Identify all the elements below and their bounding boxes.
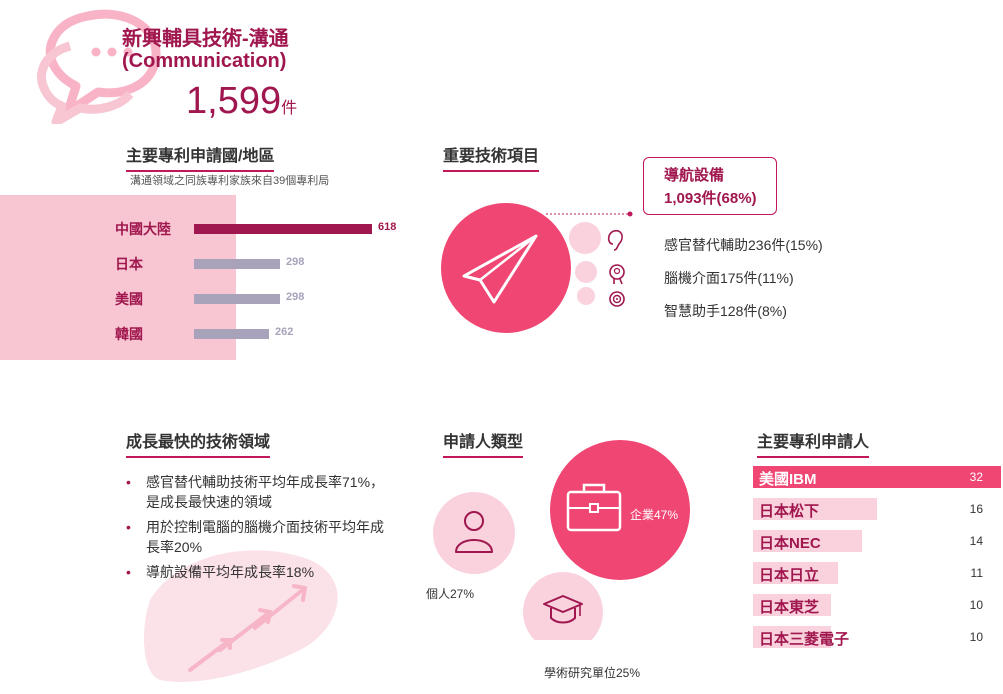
country-value: 298 bbox=[286, 256, 304, 268]
tech-item-bci: 腦機介面175件(11%) bbox=[664, 268, 794, 288]
brain-head-icon bbox=[610, 265, 624, 284]
total-count-unit: 件 bbox=[281, 100, 297, 117]
applicant-row: 美國IBM 32 bbox=[753, 466, 1001, 488]
applicant-row: 日本東芝 10 bbox=[753, 594, 1001, 616]
country-value: 262 bbox=[275, 326, 293, 338]
country-value: 618 bbox=[378, 221, 396, 233]
total-patent-count: 1,599件 bbox=[186, 80, 297, 123]
navigation-callout: 導航設備 1,093件(68%) bbox=[643, 157, 777, 215]
applicant-value: 14 bbox=[970, 534, 983, 548]
individual-bubble bbox=[433, 492, 515, 574]
country-bar bbox=[194, 329, 269, 339]
section-title-top-applicants: 主要專利申請人 bbox=[757, 428, 869, 461]
country-bar bbox=[194, 259, 280, 269]
tech-item-sensory: 感官替代輔助236件(15%) bbox=[664, 235, 823, 255]
page-title: 新興輔具技術-溝通 bbox=[122, 22, 289, 51]
academic-label: 學術研究單位25% bbox=[544, 664, 640, 681]
applicant-value: 32 bbox=[970, 470, 983, 484]
growth-bullet-list: 感官替代輔助技術平均年成長率71%，是成長最快速的領域 用於控制電腦的腦機介面技… bbox=[126, 472, 396, 587]
applicant-value: 10 bbox=[970, 598, 983, 612]
total-count-value: 1,599 bbox=[186, 80, 281, 122]
country-value: 298 bbox=[286, 291, 304, 303]
section-title-fastest-growing: 成長最快的技術領域 bbox=[126, 428, 270, 461]
country-bar bbox=[194, 224, 372, 234]
country-label: 日本 bbox=[115, 254, 143, 274]
page-subtitle: (Communication) bbox=[122, 50, 286, 73]
growth-bullet-item: 導航設備平均年成長率18% bbox=[126, 562, 396, 582]
country-label: 中國大陸 bbox=[115, 219, 171, 239]
growth-bullet-item: 用於控制電腦的腦機介面技術平均年成長率20% bbox=[126, 517, 396, 557]
applicant-value: 10 bbox=[970, 630, 983, 644]
applicant-type-bubbles bbox=[420, 440, 710, 640]
applicant-row: 日本NEC 14 bbox=[753, 530, 1001, 552]
applicant-name: 日本三菱電子 bbox=[759, 628, 849, 649]
applicant-name: 日本NEC bbox=[759, 532, 821, 553]
section-title-important-techs: 重要技術項目 bbox=[443, 142, 539, 175]
applicant-value: 16 bbox=[970, 502, 983, 516]
callout-value: 1,093件(68%) bbox=[664, 187, 776, 208]
applicant-name: 日本松下 bbox=[759, 500, 819, 521]
country-row: 韓國 262 bbox=[0, 324, 420, 344]
growth-bullet-item: 感官替代輔助技術平均年成長率71%，是成長最快速的領域 bbox=[126, 472, 396, 512]
applicant-name: 美國IBM bbox=[759, 468, 817, 489]
country-row: 日本 298 bbox=[0, 254, 420, 274]
country-row: 美國 298 bbox=[0, 289, 420, 309]
country-row: 中國大陸 618 bbox=[0, 219, 420, 239]
country-note: 溝通領域之同族專利家族來自39個專利局 bbox=[130, 172, 329, 188]
callout-name: 導航設備 bbox=[664, 164, 776, 185]
applicant-name: 日本日立 bbox=[759, 564, 819, 585]
applicant-row: 日本松下 16 bbox=[753, 498, 1001, 520]
applicant-row: 日本日立 11 bbox=[753, 562, 1001, 584]
section-title-countries: 主要專利申請國/地區 bbox=[126, 142, 274, 175]
country-label: 韓國 bbox=[115, 324, 143, 344]
navigation-bubble bbox=[441, 203, 571, 333]
ear-icon bbox=[609, 231, 623, 250]
applicant-value: 11 bbox=[971, 566, 983, 580]
applicant-name: 日本東芝 bbox=[759, 596, 819, 617]
academic-bubble bbox=[523, 572, 603, 640]
individual-label: 個人27% bbox=[426, 585, 474, 602]
smart-assistant-icon bbox=[610, 292, 624, 306]
country-label: 美國 bbox=[115, 289, 143, 309]
country-bar bbox=[194, 294, 280, 304]
tech-bubbles bbox=[436, 190, 636, 340]
enterprise-label: 企業47% bbox=[630, 506, 678, 523]
tech-item-assistant: 智慧助手128件(8%) bbox=[664, 301, 787, 321]
applicant-row: 日本三菱電子 10 bbox=[753, 626, 1001, 648]
